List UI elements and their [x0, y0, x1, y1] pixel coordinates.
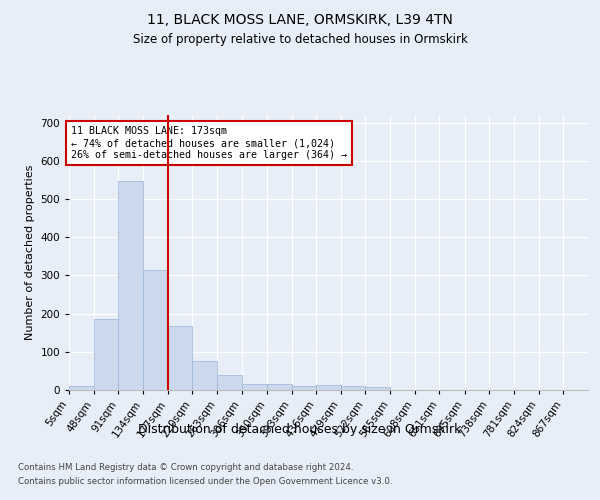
Bar: [143, 270, 167, 390]
Bar: [267, 384, 292, 390]
Text: Distribution of detached houses by size in Ormskirk: Distribution of detached houses by size …: [139, 422, 461, 436]
Bar: [242, 384, 267, 390]
Text: 11, BLACK MOSS LANE, ORMSKIRK, L39 4TN: 11, BLACK MOSS LANE, ORMSKIRK, L39 4TN: [147, 12, 453, 26]
Bar: [365, 387, 390, 390]
Bar: [341, 386, 365, 390]
Bar: [192, 360, 217, 390]
Text: Size of property relative to detached houses in Ormskirk: Size of property relative to detached ho…: [133, 32, 467, 46]
Text: Contains HM Land Registry data © Crown copyright and database right 2024.: Contains HM Land Registry data © Crown c…: [18, 462, 353, 471]
Bar: [217, 374, 242, 390]
Bar: [69, 386, 94, 390]
Bar: [316, 386, 341, 390]
Bar: [167, 326, 192, 390]
Text: Contains public sector information licensed under the Open Government Licence v3: Contains public sector information licen…: [18, 478, 392, 486]
Y-axis label: Number of detached properties: Number of detached properties: [25, 165, 35, 340]
Bar: [292, 386, 316, 390]
Text: 11 BLACK MOSS LANE: 173sqm
← 74% of detached houses are smaller (1,024)
26% of s: 11 BLACK MOSS LANE: 173sqm ← 74% of deta…: [71, 126, 347, 160]
Bar: [118, 180, 143, 390]
Bar: [94, 320, 118, 390]
